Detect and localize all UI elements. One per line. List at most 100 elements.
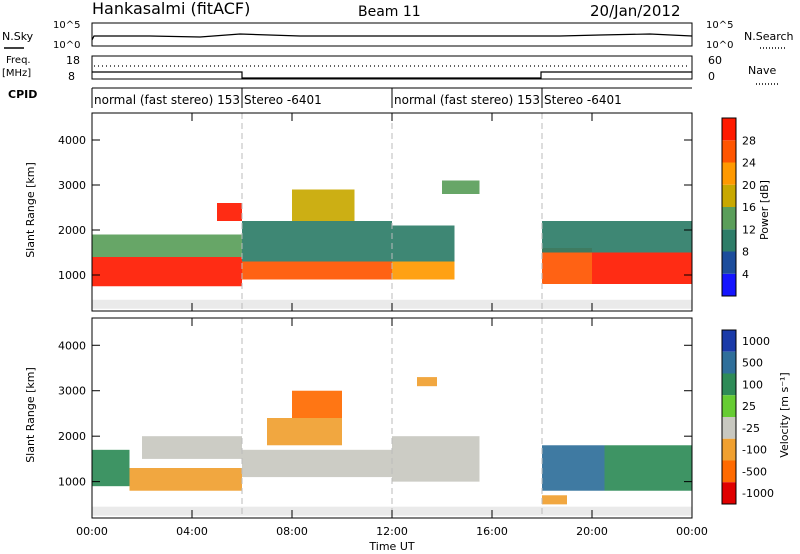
- colorbar-tick-label: 12: [742, 223, 756, 236]
- colorbar-tick-label: -25: [742, 422, 760, 435]
- freq-label: Freq.: [6, 55, 31, 66]
- nsearch-tick-top: 10^5: [706, 20, 733, 31]
- x-tick-label: 00:00: [676, 525, 708, 538]
- station-title: Hankasalmi (fitACF): [92, 0, 250, 18]
- cpid-segments: normal (fast stereo) 153 Stereo -6401 norm…: [91, 88, 622, 108]
- freq-tick-bottom: 8: [68, 70, 75, 83]
- colorbar-tick-label: -500: [742, 465, 767, 478]
- data-cell: [542, 248, 592, 284]
- freq-trace: [92, 71, 692, 79]
- velocity-colorbar: 1000 500 100 25 -25 -100 -500 -1000: [721, 329, 774, 505]
- colorbar-swatch: [722, 162, 736, 185]
- colorbar-swatch: [722, 140, 736, 163]
- data-cell: [242, 449, 392, 478]
- colorbar-swatch: [722, 460, 736, 483]
- nsearch-label: N.Search: [744, 30, 794, 43]
- colorbar-tick-label: 28: [742, 134, 756, 147]
- colorbar-swatch: [722, 118, 736, 141]
- colorbar-swatch: [722, 330, 736, 352]
- nsky-trace: [91, 33, 693, 41]
- power-colorbar: 28 24 20 16 12 8 4: [721, 117, 756, 297]
- colorbar-tick-label: 100: [742, 378, 763, 391]
- data-cell: [242, 221, 392, 262]
- colorbar-tick-label: 4: [742, 268, 749, 281]
- data-cell: [129, 468, 242, 491]
- nsearch-tick-bottom: 10^0: [706, 40, 733, 51]
- colorbar-frame: [721, 329, 737, 505]
- data-cell: [292, 189, 355, 221]
- date-title: 20/Jan/2012: [590, 2, 681, 20]
- colorbar-frame: [721, 117, 737, 297]
- data-cell: [542, 221, 692, 253]
- freq-panel: [91, 55, 693, 80]
- data-cell: [92, 234, 242, 257]
- data-cell: [392, 436, 480, 482]
- nave-label: Nave: [748, 64, 776, 77]
- y-tick-label: 1000: [58, 269, 86, 282]
- colorbar-swatch: [722, 229, 736, 252]
- data-cell: [92, 449, 130, 487]
- x-tick-label: 04:00: [176, 525, 208, 538]
- nsky-panel: [91, 22, 693, 47]
- cpid-segment-label: Stereo -6401: [244, 93, 322, 107]
- data-cell: [267, 418, 342, 446]
- colorbar-tick-label: -1000: [742, 487, 774, 500]
- y-tick-label: 1000: [58, 476, 86, 489]
- colorbar-swatch: [722, 207, 736, 230]
- cpid-segment-label: normal (fast stereo) 153: [94, 93, 240, 107]
- colorbar-swatch: [722, 351, 736, 374]
- colorbar-tick-label: 16: [742, 201, 756, 214]
- power-ylabel: Slant Range [km]: [24, 162, 37, 258]
- freq-unit-label: [MHz]: [2, 68, 31, 79]
- x-tick-label: 00:00: [76, 525, 108, 538]
- x-tick-label: 08:00: [276, 525, 308, 538]
- y-tick-label: 4000: [58, 134, 86, 147]
- cpid-label: CPID: [8, 88, 37, 101]
- data-cell: [592, 252, 692, 284]
- nsky-tick-top: 10^5: [53, 20, 80, 31]
- colorbar-tick-label: 25: [742, 400, 756, 413]
- colorbar-swatch: [722, 395, 736, 417]
- freq-tick-top: 18: [66, 54, 80, 67]
- velocity-panel: 1000 2000 3000 4000 00:00 04:00 08:00 12:00 16:0…: [58, 317, 708, 538]
- data-cell: [604, 445, 692, 491]
- y-tick-label: 2000: [58, 430, 86, 443]
- x-axis-title: Time UT: [368, 540, 414, 553]
- data-cell: [442, 180, 480, 194]
- colorbar-swatch: [722, 373, 736, 396]
- x-tick-label: 16:00: [476, 525, 508, 538]
- nave-tick-top: 60: [708, 54, 722, 67]
- y-tick-label: 4000: [58, 339, 86, 352]
- colorbar-tick-label: 20: [742, 179, 756, 192]
- power-panel: 1000 2000 3000 4000: [58, 112, 693, 312]
- data-cell: [392, 225, 455, 262]
- cpid-segment-label: Stereo -6401: [544, 93, 622, 107]
- data-cell: [542, 445, 605, 491]
- data-cell: [417, 377, 437, 387]
- data-cell: [242, 261, 392, 280]
- colorbar-swatch: [722, 482, 736, 504]
- velocity-colorbar-title: Velocity [m s⁻¹]: [778, 372, 791, 457]
- x-tick-label: 20:00: [576, 525, 608, 538]
- data-cell: [292, 390, 342, 418]
- velocity-ylabel: Slant Range [km]: [24, 367, 37, 463]
- beam-title: Beam 11: [358, 4, 421, 20]
- data-cell: [92, 257, 242, 287]
- data-cell: [392, 261, 455, 280]
- colorbar-swatch: [722, 417, 736, 439]
- colorbar-swatch: [722, 438, 736, 461]
- colorbar-tick-label: -100: [742, 444, 767, 457]
- colorbar-swatch: [722, 273, 736, 296]
- data-cell: [217, 203, 242, 221]
- nsky-tick-bottom: 10^0: [53, 40, 80, 51]
- colorbar-swatch: [722, 251, 736, 274]
- cpid-segment-label: normal (fast stereo) 153: [394, 93, 540, 107]
- y-tick-label: 2000: [58, 224, 86, 237]
- colorbar-swatch: [722, 184, 736, 207]
- colorbar-tick-label: 8: [742, 246, 749, 259]
- nsky-label: N.Sky: [2, 30, 34, 43]
- colorbar-tick-label: 500: [742, 357, 763, 370]
- x-tick-label: 12:00: [376, 525, 408, 538]
- nave-tick-bottom: 0: [708, 70, 715, 83]
